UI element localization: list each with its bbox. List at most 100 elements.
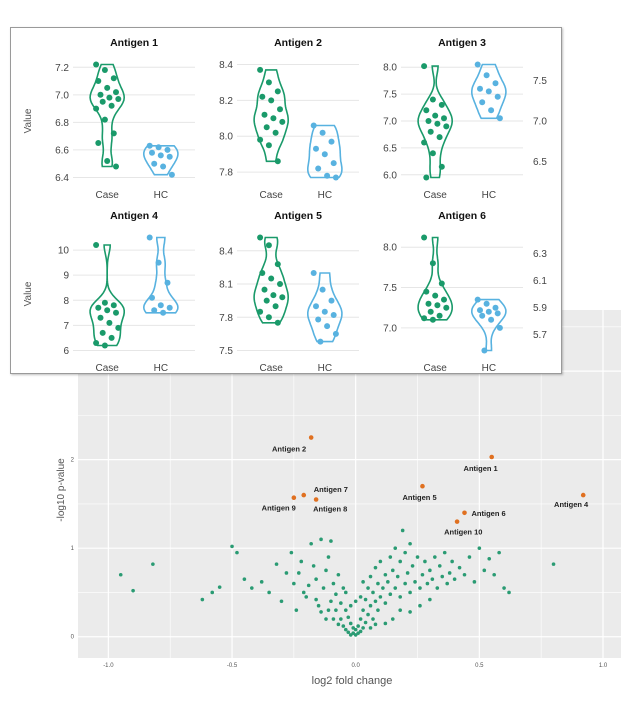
violin-point-case <box>272 129 279 136</box>
volcano-point <box>299 559 304 564</box>
violin-point-hc <box>319 129 326 136</box>
volcano-highlight-label: Antigen 5 <box>402 493 436 502</box>
violin-point-case <box>108 102 115 109</box>
volcano-point <box>235 550 239 555</box>
volcano-x-tick-label: -1.0 <box>103 663 114 669</box>
volcano-point <box>297 571 301 575</box>
violin-shape-case <box>89 63 126 168</box>
violin-point-hc <box>319 286 326 293</box>
volcano-point <box>368 603 373 608</box>
volcano-point <box>353 599 358 604</box>
violin-point-case <box>421 315 428 322</box>
violin-point-hc <box>166 304 173 311</box>
violin-point-hc <box>164 279 171 286</box>
volcano-point <box>447 571 452 575</box>
volcano-point <box>418 603 422 608</box>
violin-point-case <box>106 94 113 101</box>
violin-x-tick-label: HC <box>154 363 168 373</box>
volcano-point <box>343 627 348 632</box>
volcano-point <box>329 599 333 604</box>
violin-point-hc <box>477 307 483 314</box>
violin-point-hc <box>483 300 490 307</box>
violin-point-hc <box>330 160 337 167</box>
volcano-point <box>294 608 299 612</box>
violin-point-case <box>423 288 430 295</box>
violin-point-case <box>113 309 119 316</box>
violin-y-tick-label: 10 <box>58 246 70 257</box>
violin-right-y-tick-label: 7.5 <box>533 76 547 87</box>
volcano-point <box>390 568 395 573</box>
violin-point-hc <box>313 303 319 310</box>
violin-point-hc <box>481 347 488 354</box>
violin-point-case <box>423 107 430 114</box>
violin-panel-antigen-5: Antigen 5 7.5 7.8 8.1 8.4 Case HC <box>219 210 359 373</box>
volcano-point <box>477 546 482 550</box>
volcano-point <box>418 586 422 590</box>
volcano-point <box>289 550 294 555</box>
violin-point-case <box>434 302 441 309</box>
violin-point-case <box>270 115 277 122</box>
violin-point-case <box>279 294 286 301</box>
volcano-point <box>371 590 375 595</box>
volcano-points <box>118 528 556 637</box>
volcano-highlight-label: Antigen 7 <box>314 485 348 494</box>
violin-y-tick-label: 7.8 <box>219 313 233 324</box>
violin-point-hc <box>168 171 175 178</box>
volcano-y-tick-label: 1 <box>71 546 75 552</box>
violin-y-axis-title: Value <box>23 281 34 306</box>
violin-point-hc <box>155 259 162 266</box>
volcano-point <box>408 590 412 595</box>
volcano-highlight-label: Antigen 10 <box>444 528 482 537</box>
violin-x-tick-label: Case <box>259 363 283 373</box>
volcano-point <box>368 574 373 579</box>
violin-point-hc <box>328 138 335 145</box>
violin-point-case <box>443 304 450 311</box>
violin-point-hc <box>492 304 499 311</box>
volcano-highlight-label: Antigen 9 <box>262 504 296 513</box>
violin-y-tick-label: 6.5 <box>383 143 397 154</box>
violin-point-case <box>270 292 277 299</box>
volcano-point <box>329 539 333 543</box>
volcano-point <box>420 572 425 577</box>
volcano-highlight-point <box>308 435 314 440</box>
violin-point-hc <box>157 302 164 309</box>
violin-point-hc <box>146 142 153 149</box>
volcano-point <box>363 620 368 625</box>
violin-point-hc <box>157 152 164 159</box>
volcano-point <box>376 581 380 586</box>
volcano-point <box>442 550 447 555</box>
violin-panel-title: Antigen 4 <box>110 210 158 222</box>
violin-x-tick-label: HC <box>154 190 168 201</box>
volcano-point <box>200 597 205 602</box>
violin-y-tick-label: 6 <box>63 346 69 357</box>
volcano-x-tick-label: 0.0 <box>352 663 361 669</box>
volcano-point <box>348 603 353 608</box>
violin-point-case <box>429 150 436 157</box>
volcano-point <box>131 588 135 593</box>
volcano-point <box>393 586 398 590</box>
violin-point-case <box>110 302 117 309</box>
violin-right-y-tick-label: 7.0 <box>533 117 547 128</box>
violin-panel-title: Antigen 6 <box>438 210 486 222</box>
volcano-point <box>408 541 412 546</box>
volcano-highlight-point <box>462 510 467 516</box>
violin-point-case <box>265 242 272 249</box>
violin-y-tick-label: 7.0 <box>55 90 69 101</box>
violin-point-case <box>425 300 432 307</box>
violin-x-tick-label: HC <box>318 190 332 201</box>
violin-x-tick-label: HC <box>482 190 496 201</box>
volcano-point <box>507 590 511 595</box>
volcano-highlight-point <box>580 492 586 498</box>
volcano-point <box>210 590 215 595</box>
violin-point-case <box>277 281 283 287</box>
violin-y-tick-label: 7 <box>63 321 69 332</box>
violin-point-case <box>421 63 428 70</box>
volcano-point <box>388 592 393 597</box>
volcano-point <box>250 586 254 590</box>
volcano-highlight-label: Antigen 2 <box>272 445 306 454</box>
violin-point-case <box>259 93 266 100</box>
volcano-point <box>551 562 556 566</box>
volcano-point <box>472 580 477 584</box>
violin-point-case <box>274 88 281 95</box>
volcano-point <box>428 597 432 602</box>
